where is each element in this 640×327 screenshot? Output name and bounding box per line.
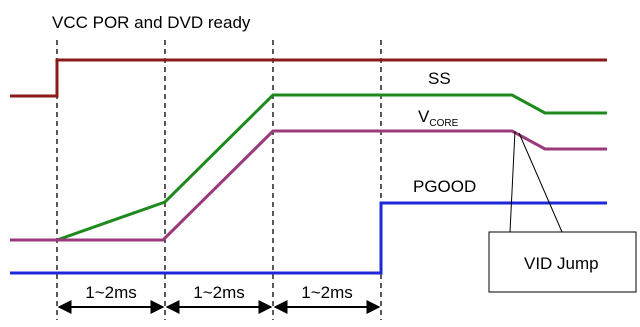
vid-jump-box (488, 231, 637, 293)
vcore-trace (10, 129, 607, 242)
vid-jump-pointer-left (509, 130, 516, 233)
pgood-label: PGOOD (413, 177, 476, 196)
interval-label-3: 1~2ms (301, 283, 353, 302)
vid-jump-pointer-right (518, 132, 563, 233)
interval-label-1: 1~2ms (85, 283, 137, 302)
vcc-trace (10, 58, 607, 98)
pgood-trace (10, 201, 607, 275)
vid-jump-label: VID Jump (524, 254, 599, 273)
ss-trace (10, 93, 607, 242)
ss-label: SS (428, 69, 451, 88)
interval-label-2: 1~2ms (193, 283, 245, 302)
diagram-title: VCC POR and DVD ready (52, 13, 251, 32)
vcore-label: VCORE (418, 107, 459, 129)
